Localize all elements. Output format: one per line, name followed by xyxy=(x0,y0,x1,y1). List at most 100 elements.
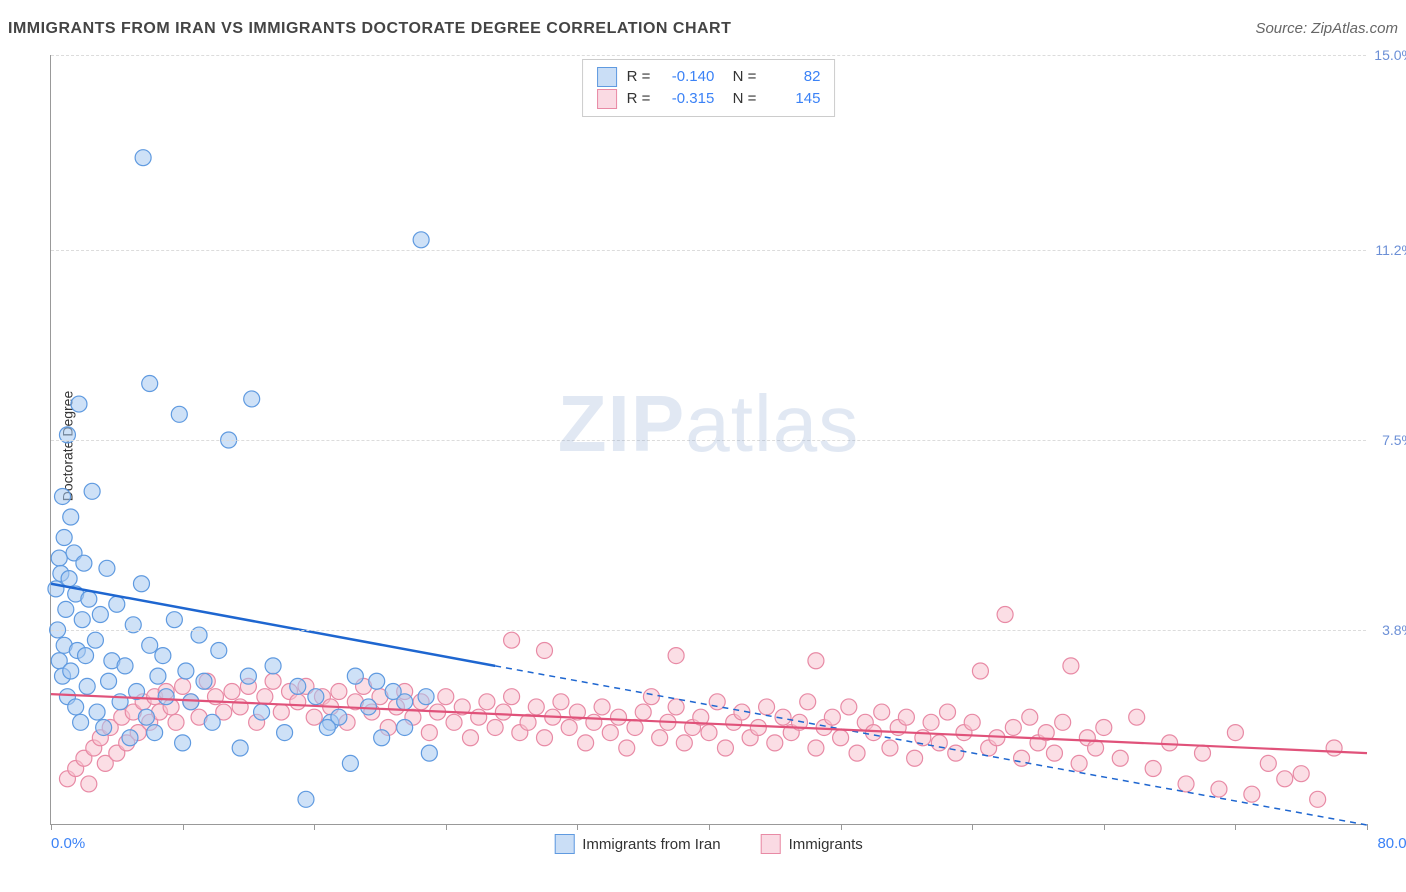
data-point xyxy=(142,376,158,392)
stats-row-immigrants: R =-0.315 N =145 xyxy=(597,88,821,110)
data-point xyxy=(668,699,684,715)
data-point xyxy=(138,709,154,725)
data-point xyxy=(308,689,324,705)
data-point xyxy=(462,730,478,746)
data-point xyxy=(553,694,569,710)
data-point xyxy=(717,740,733,756)
legend-swatch xyxy=(761,834,781,854)
data-point xyxy=(668,648,684,664)
data-point xyxy=(204,714,220,730)
data-point xyxy=(824,709,840,725)
x-tick xyxy=(709,824,710,830)
data-point xyxy=(561,719,577,735)
data-point xyxy=(948,745,964,761)
data-point xyxy=(135,150,151,166)
data-point xyxy=(73,714,89,730)
x-tick xyxy=(841,824,842,830)
x-max-label: 80.0% xyxy=(1377,835,1406,852)
data-point xyxy=(479,694,495,710)
data-point xyxy=(84,483,100,499)
data-point xyxy=(874,704,890,720)
data-point xyxy=(421,745,437,761)
data-point xyxy=(833,730,849,746)
data-point xyxy=(1244,786,1260,802)
legend-label: Immigrants xyxy=(789,836,863,853)
data-point xyxy=(495,704,511,720)
data-point xyxy=(244,391,260,407)
data-point xyxy=(1145,761,1161,777)
data-point xyxy=(997,607,1013,623)
data-point xyxy=(586,714,602,730)
data-point xyxy=(175,735,191,751)
data-point xyxy=(1293,766,1309,782)
data-point xyxy=(265,673,281,689)
data-point xyxy=(1129,709,1145,725)
data-point xyxy=(178,663,194,679)
data-point xyxy=(635,704,651,720)
data-point xyxy=(171,406,187,422)
data-point xyxy=(849,745,865,761)
data-point xyxy=(767,735,783,751)
data-point xyxy=(504,632,520,648)
data-point xyxy=(58,601,74,617)
data-point xyxy=(808,653,824,669)
data-point xyxy=(290,678,306,694)
data-point xyxy=(1277,771,1293,787)
data-point xyxy=(331,684,347,700)
data-point xyxy=(87,632,103,648)
data-point xyxy=(1088,740,1104,756)
data-point xyxy=(537,642,553,658)
data-point xyxy=(277,725,293,741)
data-point xyxy=(117,658,133,674)
data-point xyxy=(1046,745,1062,761)
gridline xyxy=(51,440,1366,441)
stats-n-label: N = xyxy=(724,66,756,88)
data-point xyxy=(133,576,149,592)
data-point xyxy=(652,730,668,746)
data-point xyxy=(578,735,594,751)
stats-r-label: R = xyxy=(627,66,651,88)
data-point xyxy=(418,689,434,705)
x-tick xyxy=(1104,824,1105,830)
data-point xyxy=(166,612,182,628)
data-point xyxy=(1063,658,1079,674)
data-point xyxy=(290,694,306,710)
data-point xyxy=(306,709,322,725)
data-point xyxy=(142,637,158,653)
data-point xyxy=(397,694,413,710)
data-point xyxy=(1260,755,1276,771)
data-point xyxy=(841,699,857,715)
chart-source: Source: ZipAtlas.com xyxy=(1255,20,1398,37)
data-point xyxy=(257,689,273,705)
data-point xyxy=(81,776,97,792)
plot-area: ZIPatlas R =-0.140 N =82R =-0.315 N =145… xyxy=(50,55,1366,825)
x-tick xyxy=(51,824,52,830)
data-point xyxy=(537,730,553,746)
data-point xyxy=(175,678,191,694)
data-point xyxy=(907,750,923,766)
data-point xyxy=(619,740,635,756)
data-point xyxy=(866,725,882,741)
data-point xyxy=(232,740,248,756)
data-point xyxy=(369,673,385,689)
data-point xyxy=(89,704,105,720)
legend-label: Immigrants from Iran xyxy=(582,836,720,853)
data-point xyxy=(265,658,281,674)
stats-r-value: -0.315 xyxy=(660,88,714,110)
stats-row-iran: R =-0.140 N =82 xyxy=(597,66,821,88)
legend-item-iran: Immigrants from Iran xyxy=(554,834,720,854)
data-point xyxy=(1227,725,1243,741)
data-point xyxy=(676,735,692,751)
chart-header: IMMIGRANTS FROM IRAN VS IMMIGRANTS DOCTO… xyxy=(8,20,1398,38)
data-point xyxy=(1178,776,1194,792)
x-tick xyxy=(183,824,184,830)
data-point xyxy=(750,719,766,735)
data-point xyxy=(643,689,659,705)
data-point xyxy=(421,725,437,741)
data-point xyxy=(374,730,390,746)
data-point xyxy=(254,704,270,720)
data-point xyxy=(196,673,212,689)
data-point xyxy=(800,694,816,710)
data-point xyxy=(413,232,429,248)
data-point xyxy=(96,719,112,735)
